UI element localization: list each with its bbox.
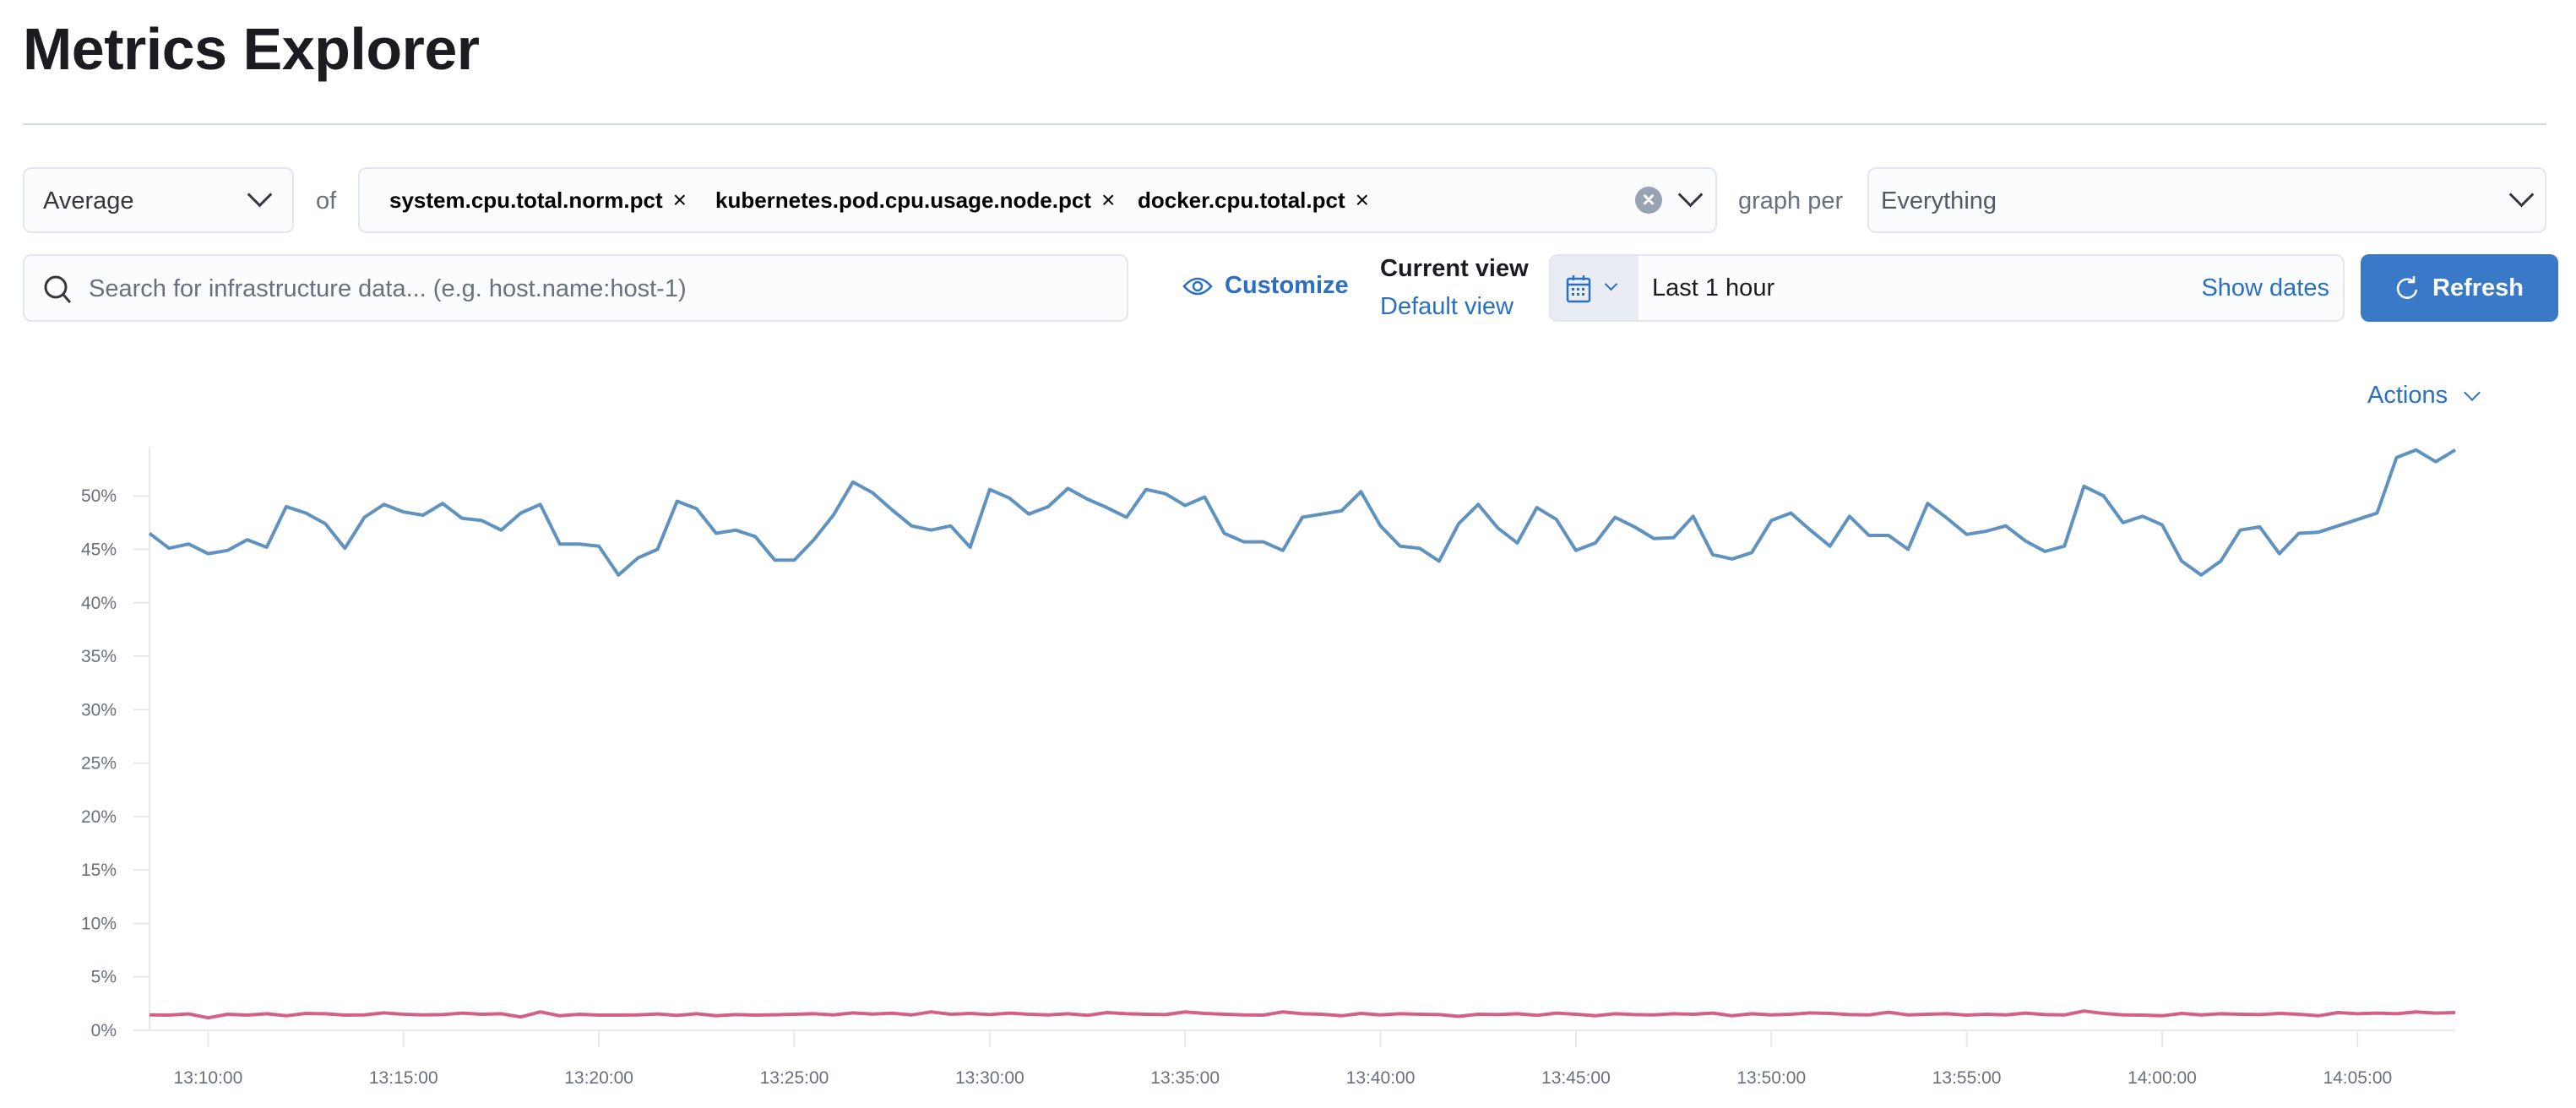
y-tick-label: 20% <box>81 807 117 827</box>
graph-per-select[interactable]: Everything <box>1867 167 2546 233</box>
x-tick-label: 14:00:00 <box>2128 1068 2197 1088</box>
remove-chip-icon[interactable]: × <box>672 187 687 213</box>
series-line-1 <box>148 448 2457 577</box>
page-title: Metrics Explorer <box>23 16 480 82</box>
x-tick-label: 13:15:00 <box>369 1068 438 1088</box>
chip-label: system.cpu.total.norm.pct <box>389 187 663 213</box>
y-tick-label: 5% <box>91 968 117 987</box>
y-tick-label: 30% <box>81 700 117 720</box>
search-placeholder: Search for infrastructure data... (e.g. … <box>89 275 687 302</box>
metric-chip-docker[interactable]: docker.cpu.total.pct × <box>1122 182 1372 218</box>
show-dates-link[interactable]: Show dates <box>2201 274 2329 301</box>
y-tick-label: 0% <box>91 1021 117 1040</box>
x-tick-label: 13:35:00 <box>1150 1068 1220 1088</box>
x-tick-label: 14:05:00 <box>2323 1068 2392 1088</box>
x-tick-label: 13:45:00 <box>1541 1068 1611 1088</box>
x-tick-label: 13:20:00 <box>564 1068 633 1088</box>
actions-label: Actions <box>2367 382 2448 409</box>
calendar-icon <box>1566 275 1591 303</box>
clear-all-icon[interactable]: × <box>1635 187 1662 214</box>
series-line-2 <box>149 1009 2456 1020</box>
refresh-button[interactable]: Refresh <box>2361 254 2558 322</box>
y-tick-label: 15% <box>81 861 117 880</box>
refresh-label: Refresh <box>2432 274 2524 301</box>
quick-menu-button[interactable] <box>1551 256 1639 320</box>
remove-chip-icon[interactable]: × <box>1101 187 1116 213</box>
default-view-link[interactable]: Default view <box>1380 293 1514 320</box>
y-tick-label: 35% <box>81 647 117 666</box>
x-tick-label: 13:25:00 <box>760 1068 829 1088</box>
y-tick-label: 50% <box>81 486 117 506</box>
remove-chip-icon[interactable]: × <box>1355 187 1369 213</box>
of-label: of <box>316 187 337 215</box>
actions-button[interactable]: Actions <box>2367 382 2481 410</box>
date-picker[interactable]: Last 1 hour Show dates <box>1549 254 2345 322</box>
y-tick-label: 40% <box>81 594 117 613</box>
metrics-combobox[interactable]: system.cpu.total.norm.pct × kubernetes.po… <box>358 167 1717 233</box>
graph-per-label: graph per <box>1738 187 1844 215</box>
x-tick-label: 13:10:00 <box>174 1068 243 1088</box>
metric-chip-system[interactable]: system.cpu.total.norm.pct × <box>374 182 687 218</box>
search-icon <box>44 275 72 303</box>
y-tick-label: 25% <box>81 754 117 774</box>
x-tick-label: 13:30:00 <box>955 1068 1024 1088</box>
x-tick-label: 13:55:00 <box>1932 1068 2002 1088</box>
y-tick-label: 45% <box>81 540 117 559</box>
chip-label: docker.cpu.total.pct <box>1138 187 1345 213</box>
aggregation-value: Average <box>43 187 134 215</box>
search-input[interactable]: Search for infrastructure data... (e.g. … <box>23 254 1128 322</box>
customize-button[interactable]: Customize <box>1182 272 1349 300</box>
chip-label: kubernetes.pod.cpu.usage.node.pct <box>715 187 1091 213</box>
x-tick-label: 13:40:00 <box>1346 1068 1416 1088</box>
graph-per-value: Everything <box>1881 187 1997 215</box>
aggregation-select[interactable]: Average <box>23 167 294 233</box>
metric-chip-kubernetes[interactable]: kubernetes.pod.cpu.usage.node.pct × <box>700 182 1115 218</box>
y-tick-label: 10% <box>81 914 117 933</box>
x-tick-label: 13:50:00 <box>1736 1068 1806 1088</box>
time-range-value: Last 1 hour <box>1652 274 1775 301</box>
current-view-label: Current view <box>1380 255 1529 282</box>
customize-label: Customize <box>1225 272 1349 299</box>
refresh-icon <box>2396 276 2418 299</box>
divider <box>23 123 2546 125</box>
eye-icon <box>1182 277 1213 295</box>
